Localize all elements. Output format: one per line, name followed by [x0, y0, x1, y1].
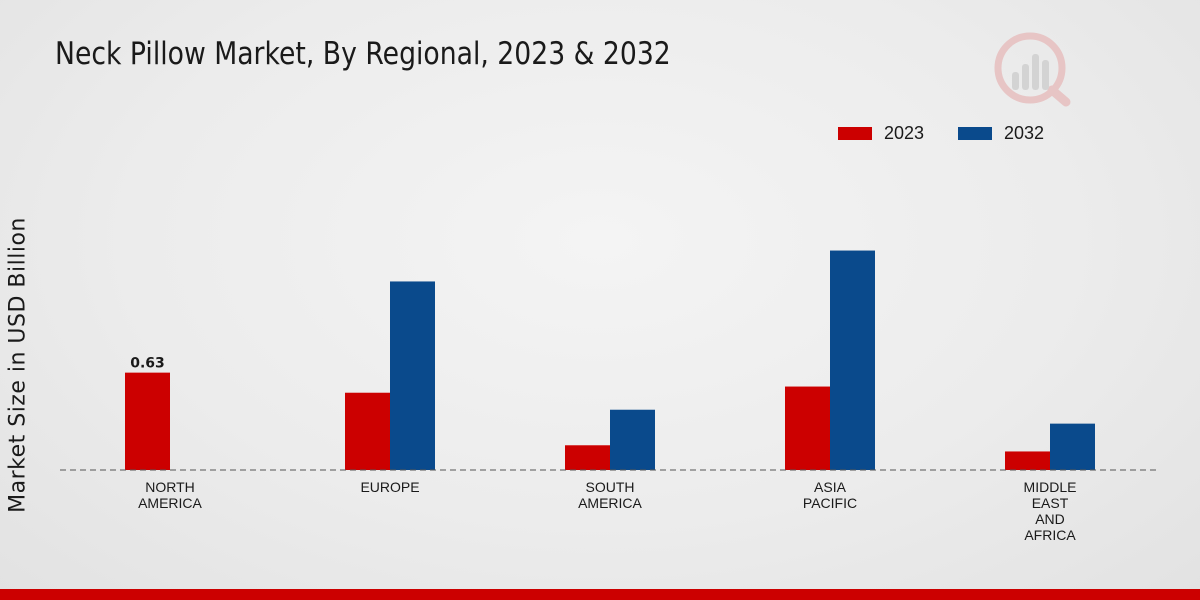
bar-2032-1[interactable] [390, 281, 435, 470]
bar-2023-3[interactable] [785, 386, 830, 470]
x-tick-label-3: ASIA PACIFIC [803, 479, 857, 511]
x-tick-label-0: NORTH AMERICA [138, 479, 202, 511]
data-label-0: 0.63 [130, 356, 165, 372]
bar-2023-4[interactable] [1005, 451, 1050, 470]
legend-swatch-2023 [838, 127, 872, 140]
legend-label-2023: 2023 [884, 123, 925, 143]
chart-title: Neck Pillow Market, By Regional, 2023 & … [55, 36, 671, 72]
bar-2023-0[interactable] [125, 372, 170, 470]
bar-2023-2[interactable] [565, 445, 610, 470]
bar-2032-2[interactable] [610, 409, 655, 470]
x-tick-label-4: MIDDLE EAST AND AFRICA [1024, 479, 1077, 543]
x-tick-label-1: EUROPE [360, 479, 419, 495]
x-tick-label-2: SOUTH AMERICA [578, 479, 642, 511]
bar-2032-3[interactable] [830, 250, 875, 470]
legend-swatch-2032 [958, 127, 992, 140]
bar-2023-1[interactable] [345, 392, 390, 470]
footer-accent-bar [0, 589, 1200, 600]
bar-2032-4[interactable] [1050, 423, 1095, 470]
brand-logo-icon [994, 32, 1071, 107]
legend-label-2032: 2032 [1004, 123, 1045, 143]
